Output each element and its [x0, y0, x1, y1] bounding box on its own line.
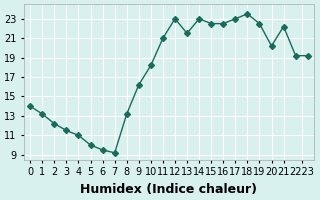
X-axis label: Humidex (Indice chaleur): Humidex (Indice chaleur): [80, 183, 258, 196]
